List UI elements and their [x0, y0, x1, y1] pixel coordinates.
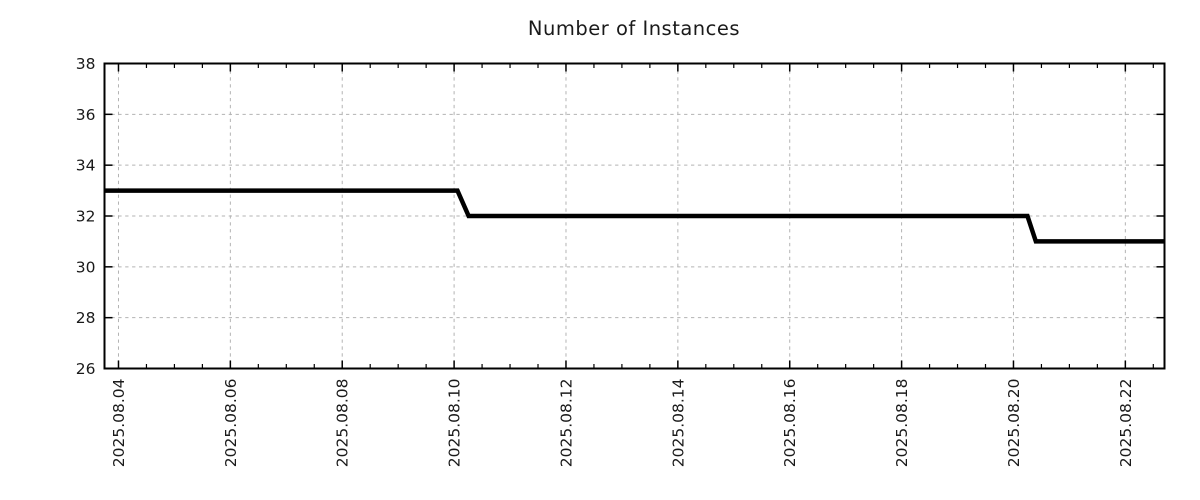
- y-tick-label: 36: [76, 106, 96, 124]
- y-tick-label: 32: [76, 207, 96, 225]
- x-tick-label: 2025.08.04: [110, 379, 128, 468]
- series-line-instances: [104, 188, 1165, 244]
- x-tick-label: 2025.08.16: [781, 379, 799, 468]
- y-tick-label: 28: [76, 309, 96, 327]
- y-tick-label: 38: [76, 55, 96, 73]
- x-tick-label: 2025.08.22: [1117, 379, 1135, 468]
- x-tick-label: 2025.08.06: [222, 379, 240, 468]
- x-tick-label: 2025.08.18: [893, 379, 911, 468]
- chart-title: Number of Instances: [527, 17, 741, 40]
- y-tick-label: 34: [76, 157, 96, 175]
- y-tick-label: 26: [76, 360, 96, 378]
- x-tick-label: 2025.08.08: [334, 379, 352, 468]
- x-tick-label: 2025.08.20: [1005, 379, 1023, 468]
- x-tick-label: 2025.08.14: [669, 379, 687, 468]
- x-tick-label: 2025.08.12: [557, 379, 575, 468]
- y-tick-label: 30: [76, 258, 96, 276]
- x-tick-label: 2025.08.10: [446, 379, 464, 468]
